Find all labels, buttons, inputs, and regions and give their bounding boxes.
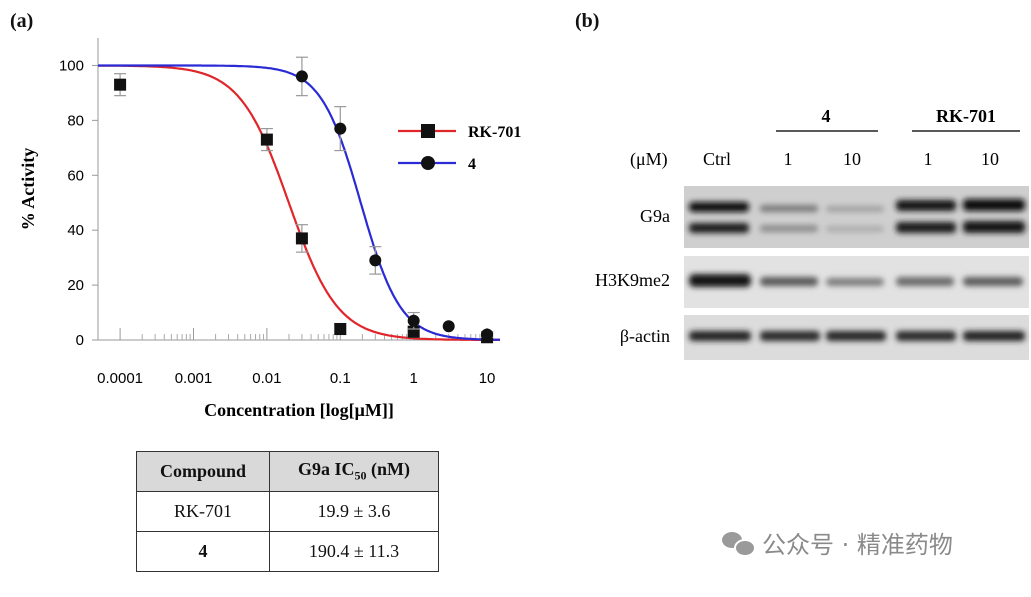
- data-point-4: [369, 254, 382, 267]
- data-point-4: [334, 122, 347, 135]
- group-label-4: 4: [822, 106, 831, 126]
- band: [896, 277, 954, 286]
- row-compound: 4: [136, 531, 270, 572]
- data-point-rk701: [114, 78, 127, 91]
- lane-label: 1: [784, 149, 793, 169]
- band: [826, 226, 884, 232]
- x-tick-label: 0.001: [175, 370, 213, 387]
- panel-b-label: (b): [575, 10, 600, 32]
- x-axis-title: Concentration [log[μM]]: [204, 400, 394, 420]
- band: [896, 200, 956, 211]
- unit-label: (μM): [630, 149, 668, 170]
- x-tick-label: 0.0001: [97, 370, 143, 387]
- legend-label: RK-701: [468, 124, 521, 141]
- table-row: 4 190.4 ± 11.3: [136, 531, 439, 572]
- blot-strip-g9a: [684, 186, 1029, 248]
- band: [760, 277, 818, 286]
- band: [826, 206, 884, 212]
- data-point-4: [295, 70, 308, 83]
- lane-label: 10: [981, 149, 999, 169]
- header-ic50-unit: (nM): [366, 459, 410, 480]
- watermark: 公众号 · 精准药物: [722, 525, 953, 560]
- row-compound: RK-701: [136, 491, 270, 532]
- x-tick-label: 0.01: [252, 370, 281, 387]
- table-row: RK-701 19.9 ± 3.6: [136, 491, 439, 532]
- legend-marker: [421, 124, 435, 138]
- band: [689, 202, 749, 212]
- x-tick-label: 0.1: [330, 370, 351, 387]
- ic50-table: Compound G9a IC50 (nM) RK-701 19.9 ± 3.6…: [136, 451, 439, 572]
- data-point-rk701: [334, 323, 347, 336]
- blot-bands: [689, 199, 1025, 341]
- band: [896, 222, 956, 233]
- y-tick-label: 40: [67, 222, 84, 239]
- band: [963, 199, 1025, 211]
- row-label-g9a: G9a: [640, 206, 670, 226]
- band: [963, 277, 1023, 286]
- header-ic50-subscript: 50: [354, 468, 367, 483]
- y-tick-label: 60: [67, 167, 84, 184]
- blot-strip-h3k9me2: [684, 256, 1029, 308]
- table-header-row: Compound G9a IC50 (nM): [136, 451, 439, 492]
- legend-label: 4: [468, 156, 476, 173]
- lane-label: Ctrl: [703, 149, 731, 169]
- y-tick-label: 100: [59, 57, 84, 74]
- fit-curve-rk701: [98, 64, 501, 342]
- header-ic50-label: G9a IC: [297, 459, 355, 480]
- header-ic50: G9a IC50 (nM): [269, 451, 439, 492]
- y-axis-title: % Activity: [18, 148, 38, 231]
- fit-curve-4: [98, 64, 500, 341]
- data-point-4: [481, 328, 494, 341]
- band: [826, 331, 886, 341]
- y-tick-label: 0: [76, 332, 84, 349]
- data-point-rk701: [295, 232, 308, 245]
- wechat-icon: [722, 530, 756, 557]
- y-tick-label: 20: [67, 277, 84, 294]
- data-point-4: [407, 314, 420, 327]
- band: [896, 331, 956, 341]
- row-label-b-actin: β-actin: [620, 326, 670, 346]
- row-label-h3k9me2: H3K9me2: [595, 270, 670, 290]
- row-ic50: 19.9 ± 3.6: [269, 491, 439, 532]
- band: [760, 225, 818, 232]
- dose-response-chart: 0 20 40 60 80 100 0.0001 0.001 0.01 0.1 1 10 Concent…: [18, 38, 521, 420]
- data-point-4: [442, 320, 455, 333]
- band: [760, 205, 818, 212]
- x-tick-label: 1: [410, 370, 418, 387]
- lane-label: 1: [924, 149, 933, 169]
- band: [963, 221, 1025, 233]
- band: [963, 331, 1025, 341]
- panel-a-label: (a): [10, 10, 34, 32]
- band: [689, 274, 751, 287]
- blot-strip-b-actin: [684, 315, 1029, 360]
- x-tick-label: 10: [479, 370, 496, 387]
- row-ic50: 190.4 ± 11.3: [269, 531, 439, 572]
- band: [760, 331, 820, 341]
- legend-marker: [421, 156, 435, 170]
- lane-label: 10: [843, 149, 861, 169]
- band: [826, 278, 884, 286]
- header-compound: Compound: [136, 451, 270, 492]
- group-label-rk701: RK-701: [936, 106, 996, 126]
- data-point-rk701: [260, 133, 273, 146]
- watermark-text: 公众号 · 精准药物: [762, 531, 953, 559]
- y-tick-label: 80: [67, 112, 84, 129]
- band: [689, 223, 749, 233]
- band: [689, 331, 751, 341]
